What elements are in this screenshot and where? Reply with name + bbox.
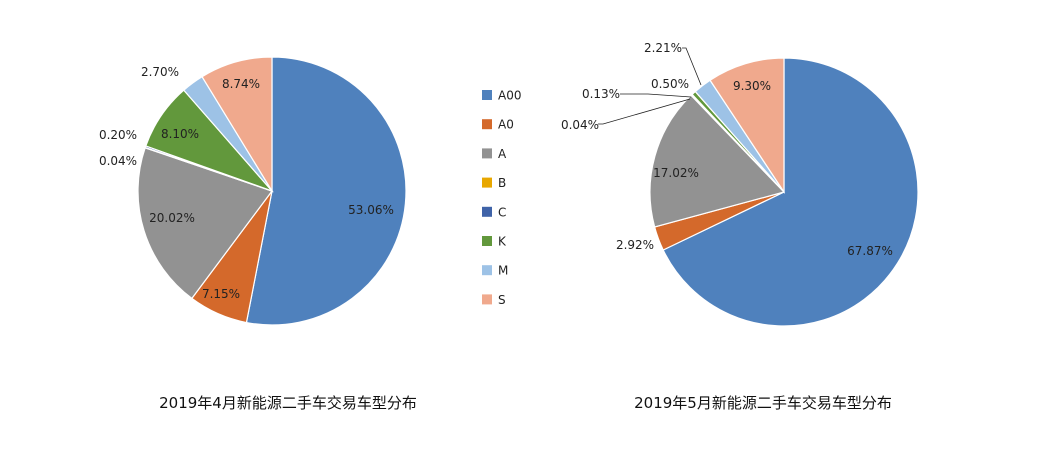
pie-chart-april: 53.06% 7.15% 20.02% 0.04% 0.20% 8.10% 2.70% 8.7… (99, 56, 407, 326)
chart-title-may: 2019年5月新能源二手车交易车型分布 (634, 394, 892, 412)
chart-title-april: 2019年4月新能源二手车交易车型分布 (159, 394, 417, 412)
legend-label-a0: A0 (498, 118, 514, 132)
legend-swatch-s (482, 294, 492, 305)
data-label-april-k: 8.10% (161, 127, 199, 141)
data-label-april-c: 0.20% (99, 128, 137, 142)
data-label-may-s: 9.30% (733, 79, 771, 93)
legend-swatch-m (482, 265, 492, 276)
legend-label-b: B (498, 176, 506, 190)
data-label-may-b: 0.04% (561, 118, 599, 132)
legend-swatch-a0 (482, 119, 492, 130)
pie-slice-april-a00 (245, 56, 407, 326)
data-label-may-c: 0.13% (582, 87, 620, 101)
data-label-may-k: 0.50% (651, 77, 689, 91)
data-label-may-a0: 2.92% (616, 238, 654, 252)
legend-label-c: C (498, 205, 506, 219)
leader-line-may-b (598, 98, 691, 125)
legend-label-a00: A00 (498, 89, 521, 103)
legend-label-k: K (498, 235, 507, 249)
legend-label-m: M (498, 264, 508, 278)
data-label-may-a00: 67.87% (847, 244, 893, 258)
data-label-may-m: 2.21% (644, 41, 682, 55)
legend-swatch-k (482, 236, 492, 246)
data-label-april-b: 0.04% (99, 154, 137, 168)
data-label-april-a: 20.02% (149, 211, 195, 225)
legend-label-a: A (498, 147, 507, 161)
legend-label-s: S (498, 293, 506, 307)
pie-slice-april-s (201, 56, 273, 194)
data-label-april-a0: 7.15% (202, 287, 240, 301)
pie-slice-may-a (649, 94, 786, 228)
data-label-april-m: 2.70% (141, 65, 179, 79)
leader-line-may-m (682, 47, 702, 86)
legend-swatch-c (482, 206, 492, 217)
leader-line-may-c (620, 93, 692, 98)
pie-slice-april-a (137, 147, 273, 300)
data-label-april-a00: 53.06% (348, 203, 394, 217)
data-label-april-s: 8.74% (222, 77, 260, 91)
pie-chart-may: 67.87% 2.92% 17.02% 0.04% 0.13% 0.50% 2.21% 9.3… (561, 41, 919, 327)
data-label-may-a: 17.02% (653, 166, 699, 180)
legend: A00 A0 A B C K M S (482, 89, 521, 307)
legend-swatch-b (482, 177, 492, 188)
pie-slice-may-s (709, 57, 785, 194)
legend-swatch-a00 (482, 90, 492, 100)
legend-swatch-a (482, 148, 492, 159)
pie-slice-may-a00 (662, 57, 919, 327)
